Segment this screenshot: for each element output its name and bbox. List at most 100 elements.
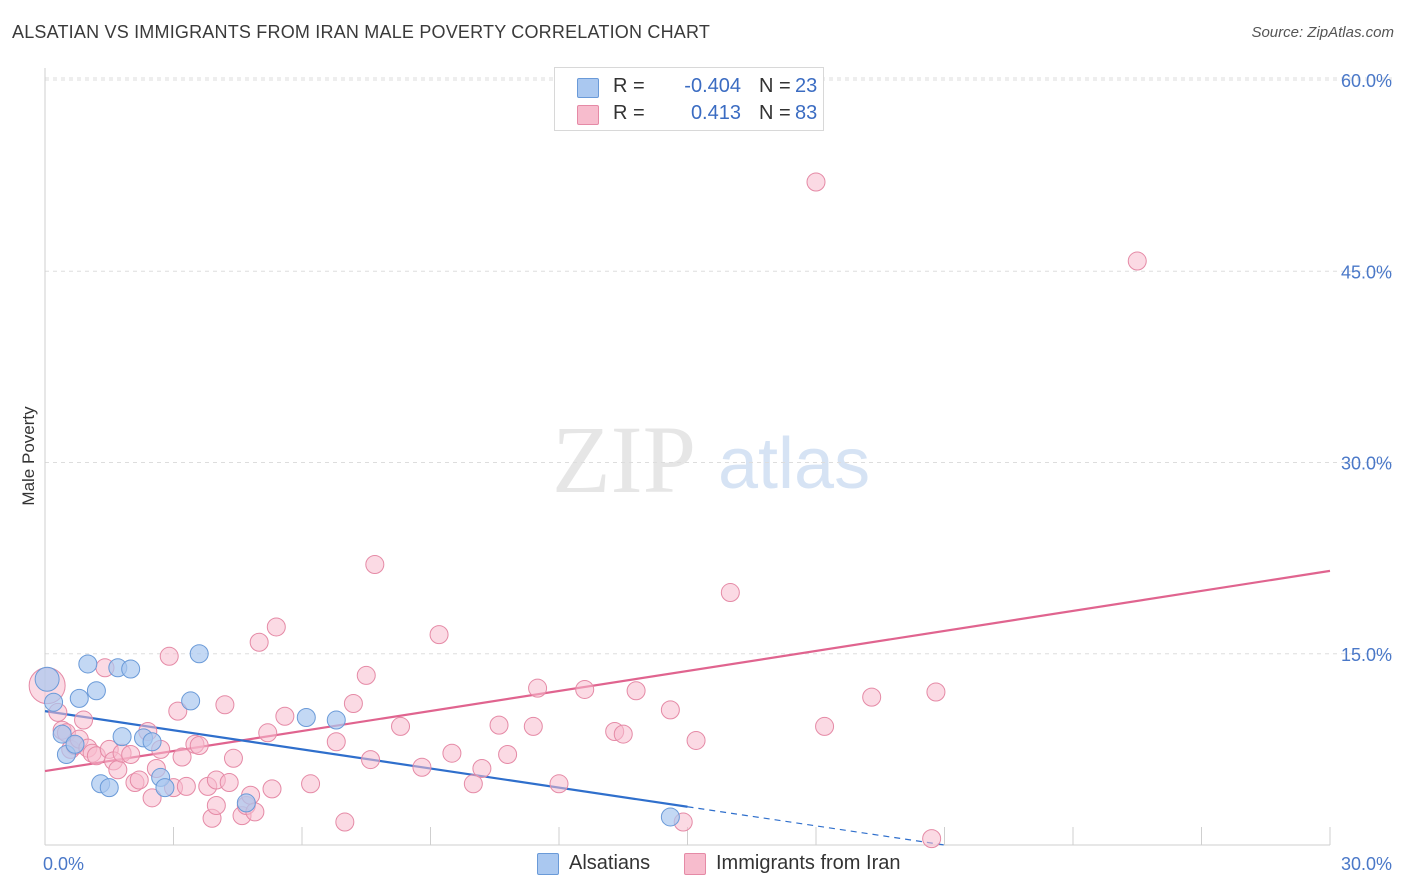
data-point-alsatians — [99, 778, 119, 798]
legend-n-label: N = — [759, 75, 791, 97]
data-point-alsatians — [121, 659, 141, 679]
axes — [44, 68, 1331, 846]
data-point-iran — [361, 750, 381, 770]
data-point-iran — [926, 682, 946, 702]
data-point-iran — [343, 693, 363, 713]
tick-labels: 15.0% 30.0% 45.0% 60.0% 0.0% 30.0% — [43, 71, 1392, 874]
data-point-iran — [74, 710, 94, 730]
data-point-iran — [223, 748, 243, 768]
data-point-iran — [815, 716, 835, 736]
bottom-legend-swatch-blue — [537, 853, 559, 875]
data-point-iran — [472, 759, 492, 778]
data-point-iran — [108, 760, 128, 780]
data-point-iran — [806, 172, 826, 192]
data-point-iran — [172, 747, 192, 767]
data-point-iran — [275, 706, 295, 726]
data-point-iran — [326, 732, 346, 752]
data-point-iran — [365, 555, 385, 574]
legend-n-value: 23 — [795, 75, 818, 97]
source-label: Source: ZipAtlas.com — [1251, 24, 1394, 41]
data-point-iran — [356, 665, 376, 685]
y-axis-label: Male Poverty — [19, 406, 38, 506]
trend-line-iran — [44, 569, 1331, 773]
data-point-alsatians — [326, 710, 346, 730]
data-point-iran — [549, 774, 569, 794]
data-point-iran — [219, 773, 239, 793]
data-point-alsatians — [34, 666, 60, 692]
data-point-iran — [391, 716, 411, 736]
y-tick-label: 30.0% — [1341, 454, 1392, 474]
data-point-alsatians — [65, 734, 85, 754]
data-point-alsatians — [112, 727, 132, 747]
legend-r-value: -0.404 — [684, 75, 741, 97]
data-point-iran — [168, 701, 188, 721]
y-tick-label: 15.0% — [1341, 645, 1392, 665]
data-point-alsatians — [78, 654, 98, 674]
x-tick-label: 0.0% — [43, 854, 84, 874]
legend-r-label: R = — [613, 102, 645, 124]
data-point-iran — [262, 779, 282, 799]
watermark-atlas: atlas — [718, 424, 870, 504]
data-point-iran — [301, 774, 321, 794]
data-point-iran — [121, 744, 141, 764]
data-point-iran — [412, 757, 432, 777]
data-point-iran — [129, 770, 149, 790]
y-tick-label: 45.0% — [1341, 262, 1392, 282]
data-point-iran — [142, 788, 162, 808]
data-point-alsatians — [44, 692, 64, 712]
data-point-alsatians — [236, 793, 256, 813]
data-point-alsatians — [86, 681, 106, 701]
data-point-iran — [442, 743, 462, 763]
chart-title: ALSATIAN VS IMMIGRANTS FROM IRAN MALE PO… — [12, 22, 711, 42]
data-point-alsatians — [660, 807, 680, 827]
watermark: ZIP atlas — [552, 406, 870, 513]
data-point-iran — [498, 744, 518, 764]
data-point-alsatians — [296, 708, 316, 727]
data-point-iran — [429, 625, 449, 645]
data-point-iran — [862, 687, 882, 707]
data-point-alsatians — [189, 644, 209, 664]
bottom-legend-label: Immigrants from Iran — [716, 852, 901, 874]
stats-legend: R = -0.404 N = 23 R = 0.413 N = 83 — [554, 67, 824, 131]
data-point-iran — [660, 700, 680, 720]
data-point-iran — [206, 795, 226, 815]
data-point-iran — [626, 681, 646, 701]
data-point-iran — [575, 679, 595, 699]
legend-r-label: R = — [613, 75, 645, 97]
legend-n-label: N = — [759, 102, 791, 124]
data-point-alsatians — [155, 778, 175, 798]
data-point-iran — [922, 829, 942, 849]
legend-swatch-pink — [577, 105, 599, 125]
data-point-alsatians — [69, 688, 89, 708]
data-point-iran — [159, 646, 179, 666]
data-point-iran — [266, 617, 286, 637]
data-point-alsatians — [181, 691, 201, 711]
data-point-alsatians — [142, 732, 162, 752]
data-point-iran — [176, 776, 196, 796]
bottom-legend-swatch-pink — [684, 853, 706, 875]
series-alsatians-points — [34, 644, 680, 827]
watermark-zip: ZIP — [552, 406, 696, 513]
data-point-iran — [528, 678, 548, 698]
data-point-iran — [189, 736, 209, 756]
data-point-iran — [215, 695, 235, 715]
y-tick-label: 60.0% — [1341, 71, 1392, 91]
data-point-iran — [1127, 251, 1147, 271]
data-point-iran — [258, 723, 278, 743]
legend-n-value: 83 — [795, 102, 818, 124]
data-point-iran — [613, 724, 633, 744]
data-point-iran — [720, 583, 740, 603]
bottom-legend-label: Alsatians — [569, 852, 651, 874]
data-point-iran — [463, 774, 483, 794]
data-point-iran — [335, 812, 355, 832]
legend-r-value: 0.413 — [690, 102, 741, 124]
data-point-iran — [249, 632, 269, 652]
x-tick-label: 30.0% — [1341, 854, 1392, 874]
data-point-iran — [686, 730, 706, 750]
data-point-iran — [523, 716, 543, 736]
data-point-alsatians — [52, 724, 72, 744]
data-point-iran — [489, 715, 509, 735]
legend-swatch-blue — [577, 78, 599, 98]
grid-lines — [45, 77, 1392, 655]
